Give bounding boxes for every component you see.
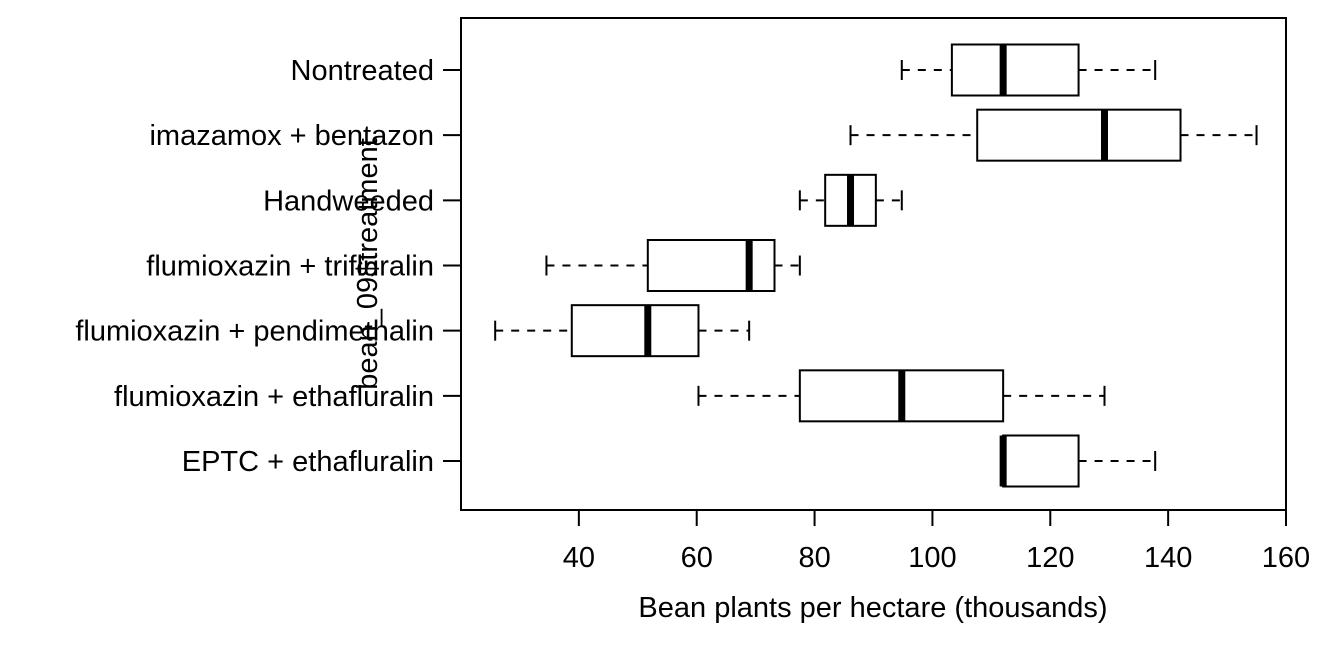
- box-group: [545, 239, 801, 292]
- y-tick-label: Handweeded: [263, 185, 434, 217]
- box-group: [900, 43, 1157, 97]
- y-tick-label: imazamox + bentazon: [149, 120, 434, 152]
- box-group: [494, 304, 751, 358]
- y-tick-label: flumioxazin + ethafluralin: [114, 381, 434, 413]
- box-group: [798, 173, 903, 227]
- box-group: [999, 434, 1157, 488]
- y-tick-label: flumioxazin + trifluralin: [146, 251, 434, 283]
- x-axis: 40 60 80 100 120 140 160: [563, 509, 1310, 574]
- y-axis-title: bean_09$treatment: [352, 138, 384, 390]
- iqr-box: [1002, 434, 1080, 488]
- x-tick-label: 60: [681, 542, 713, 574]
- x-tick-label: 80: [798, 542, 830, 574]
- x-axis-title: Bean plants per hectare (thousands): [638, 592, 1107, 624]
- x-tick-label: 160: [1262, 542, 1310, 574]
- x-tick-label: 40: [563, 542, 595, 574]
- iqr-box: [950, 43, 1080, 97]
- iqr-box: [976, 108, 1182, 162]
- y-tick-label: EPTC + ethafluralin: [182, 446, 434, 478]
- plot-frame: [460, 17, 1287, 511]
- iqr-box: [570, 304, 700, 358]
- y-tick-label: Nontreated: [291, 55, 435, 87]
- x-tick-label: 120: [1026, 542, 1074, 574]
- x-tick-label: 100: [908, 542, 956, 574]
- box-group: [697, 369, 1106, 423]
- boxes-layer: [494, 43, 1258, 488]
- iqr-box: [646, 239, 776, 292]
- y-tick-label: flumioxazin + pendimethalin: [75, 316, 434, 348]
- x-tick-label: 140: [1144, 542, 1192, 574]
- y-axis: EPTC + ethafluralin flumioxazin + ethaflu…: [75, 55, 461, 478]
- box-group: [849, 108, 1258, 162]
